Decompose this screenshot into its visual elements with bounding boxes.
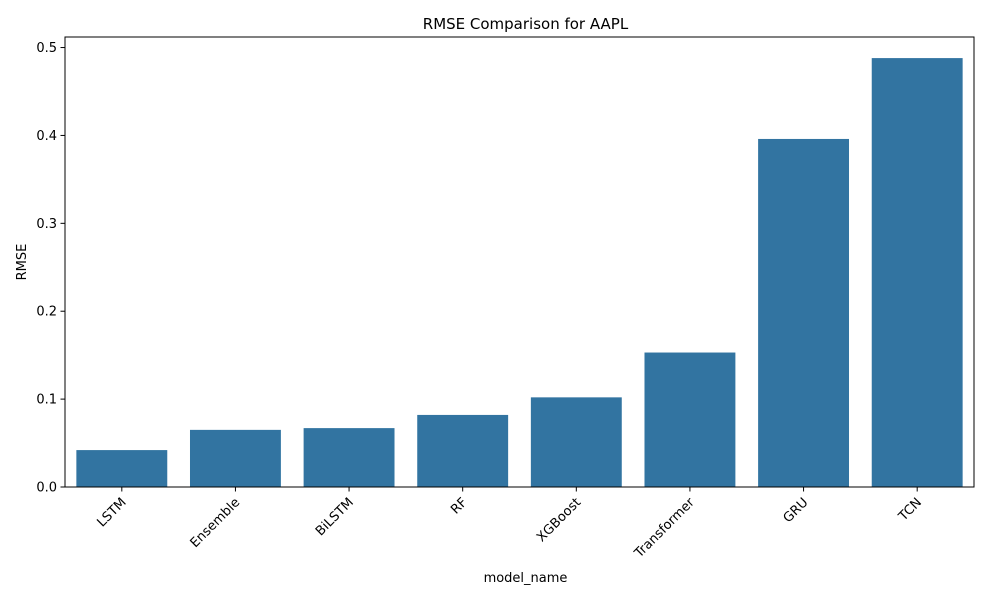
x-axis-label: model_name [484, 571, 568, 586]
x-tick-label: Ensemble [188, 495, 244, 551]
plot-frame [64, 36, 975, 488]
x-tick-label: GRU [781, 495, 812, 526]
bar-rf [417, 414, 509, 487]
bars-group [76, 58, 963, 487]
y-axis-label: RMSE [15, 244, 30, 281]
y-tick-label: 0.1 [36, 393, 57, 408]
x-tick-label: TCN [895, 495, 925, 525]
x-tick-label: LSTM [95, 495, 130, 530]
y-tick-label: 0.3 [36, 217, 57, 232]
bar-bilstm [303, 428, 395, 487]
bar-lstm [76, 450, 168, 487]
chart-title: RMSE Comparison for AAPL [423, 15, 629, 33]
y-tick-label: 0.2 [36, 305, 57, 320]
x-tick-label: RF [448, 495, 470, 517]
x-axis: LSTM Ensemble BiLSTM RF XGBoost Transformer GR… [95, 487, 925, 562]
bar-gru [758, 138, 850, 487]
x-tick-label: Transformer [631, 495, 698, 562]
x-tick-label: BiLSTM [313, 495, 357, 539]
y-tick-label: 0.5 [36, 41, 57, 56]
y-tick-label: 0.0 [36, 481, 57, 496]
y-axis: 0.0 0.1 0.2 0.3 0.4 0.5 [36, 41, 65, 496]
y-tick-label: 0.4 [36, 129, 57, 144]
bar-transformer [644, 352, 736, 487]
bar-tcn [871, 58, 963, 487]
x-tick-label: XGBoost [534, 495, 584, 545]
bar-ensemble [189, 429, 281, 487]
bar-xgboost [530, 397, 622, 487]
